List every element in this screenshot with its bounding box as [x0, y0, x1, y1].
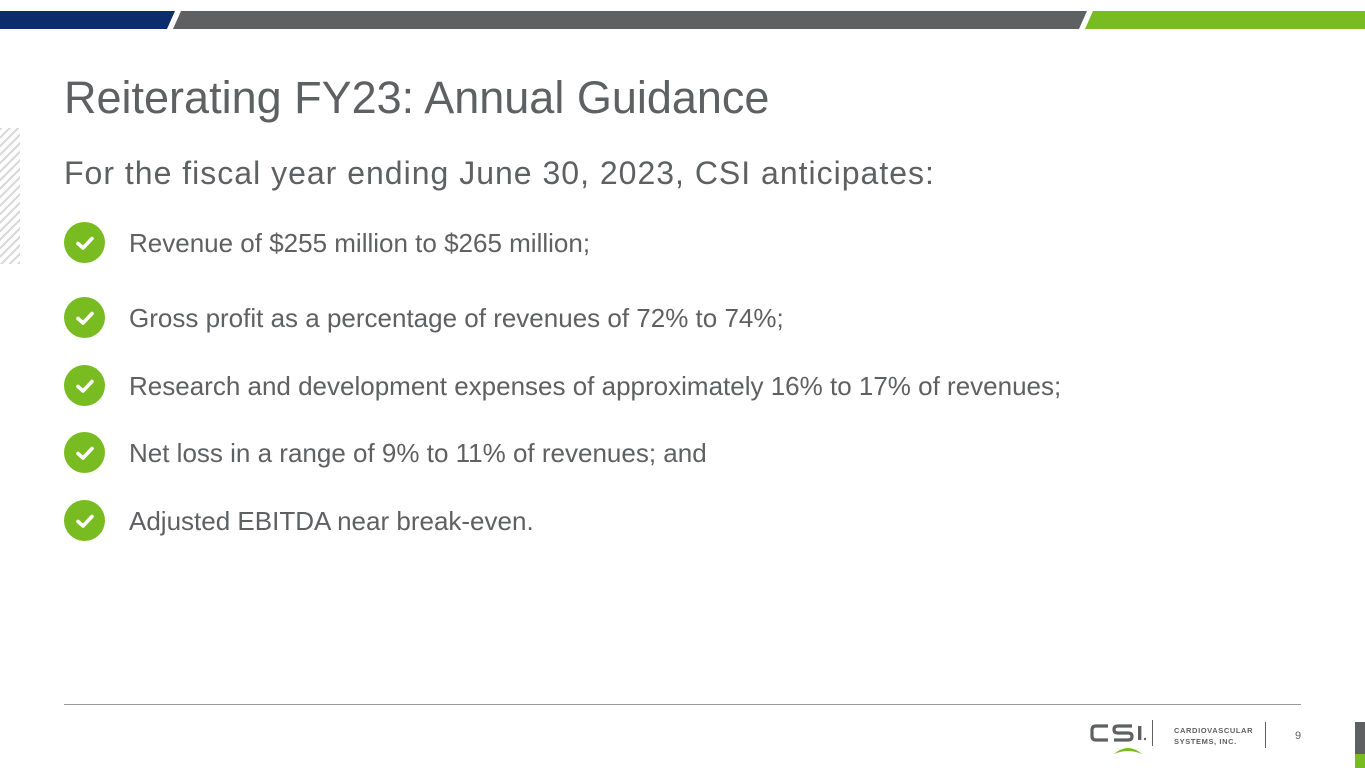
footer-divider: [64, 704, 1301, 705]
logo-separator: [1152, 720, 1153, 746]
header-bar-gray: [173, 11, 1087, 29]
page-number: 9: [1294, 730, 1302, 742]
bullet-text: Net loss in a range of 9% to 11% of reve…: [129, 437, 707, 468]
csi-logo-mark: [1090, 724, 1147, 754]
bullet-text: Adjusted EBITDA near break-even.: [129, 505, 534, 536]
bullet-text: Gross profit as a percentage of revenues…: [129, 302, 784, 333]
csi-logo: CARDIOVASCULAR SYSTEMS, INC.: [1090, 720, 1253, 754]
bullet-item: Adjusted EBITDA near break-even.: [64, 500, 534, 541]
header-bar-green: [1085, 11, 1365, 29]
bullet-text: Revenue of $255 million to $265 million;: [129, 227, 591, 258]
header-bar-navy: [0, 11, 175, 29]
bullet-item: Net loss in a range of 9% to 11% of reve…: [64, 432, 707, 473]
footer-separator: [1265, 722, 1266, 748]
bullet-item: Revenue of $255 million to $265 million;: [64, 222, 590, 263]
check-circle-icon: [64, 297, 105, 338]
logo-line2: SYSTEMS, INC.: [1174, 737, 1237, 746]
header-color-bars: [0, 11, 1365, 29]
bullet-item: Research and development expenses of app…: [64, 365, 1061, 406]
corner-decoration: [1355, 722, 1365, 768]
bullet-item: Gross profit as a percentage of revenues…: [64, 297, 784, 338]
check-circle-icon: [64, 500, 105, 541]
check-circle-icon: [64, 365, 105, 406]
check-circle-icon: [64, 432, 105, 473]
check-circle-icon: [64, 222, 105, 263]
slide-subtitle: For the fiscal year ending June 30, 2023…: [64, 155, 935, 191]
bullet-text: Research and development expenses of app…: [129, 370, 1062, 401]
side-stripe-decoration: [0, 128, 20, 264]
logo-line1: CARDIOVASCULAR: [1174, 726, 1253, 735]
slide-title: Reiterating FY23: Annual Guidance: [64, 72, 770, 123]
